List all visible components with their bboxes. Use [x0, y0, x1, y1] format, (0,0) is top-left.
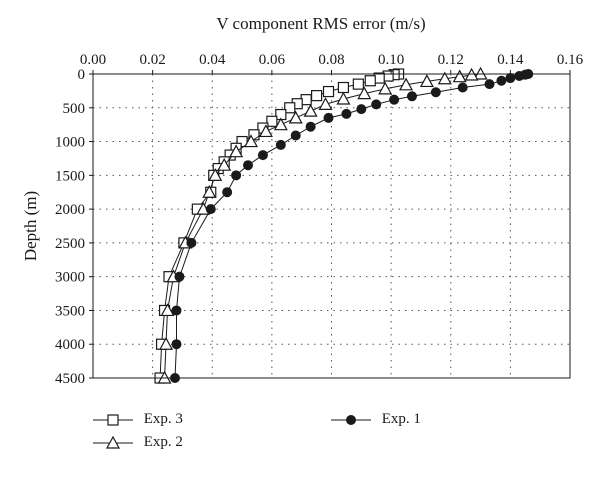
data-point — [202, 184, 217, 198]
data-point — [222, 187, 233, 198]
data-point — [406, 91, 417, 102]
data-point — [258, 124, 273, 138]
data-point — [357, 86, 372, 100]
data-point — [337, 81, 350, 94]
y-tick-label: 1000 — [55, 135, 85, 151]
triangle-marker-icon — [93, 435, 133, 449]
x-tick-label: 0.06 — [259, 52, 286, 68]
data-point — [171, 305, 182, 316]
data-point — [174, 271, 185, 282]
x-tick-label: 0.12 — [438, 52, 464, 68]
data-point — [419, 74, 434, 88]
data-point — [275, 139, 286, 150]
data-point — [457, 82, 468, 93]
data-point — [514, 71, 525, 82]
data-point — [257, 150, 268, 161]
series-exp-2 — [157, 66, 488, 384]
chart: 0.00 0.02 0.04 0.06 0.08 0.10 0.12 0.14 0.16 0 500… — [21, 14, 584, 387]
data-point — [310, 90, 323, 102]
data-point — [399, 77, 414, 91]
y-tick-label: 500 — [63, 101, 86, 117]
data-point — [356, 104, 367, 115]
data-point — [496, 75, 507, 86]
x-tick-label: 0.04 — [199, 52, 226, 68]
data-point — [323, 112, 334, 123]
y-tick-label: 0 — [78, 67, 86, 83]
x-tick-label: 0.14 — [497, 52, 524, 68]
data-point — [389, 94, 400, 105]
ticks: 0.00 0.02 0.04 0.06 0.08 0.10 0.12 0.14 0.16 0 500… — [55, 52, 584, 387]
data-point — [186, 237, 197, 248]
y-tick-label: 4000 — [55, 337, 85, 353]
legend-label: Exp. 1 — [381, 411, 421, 427]
data-point — [208, 168, 223, 181]
y-tick-label: 3500 — [55, 303, 85, 319]
data-point — [273, 117, 288, 131]
x-tick-label: 0.16 — [557, 52, 584, 68]
y-tick-label: 1500 — [55, 168, 85, 184]
data-point — [231, 170, 242, 181]
data-point — [243, 134, 259, 148]
legend-label: Exp. 2 — [143, 434, 183, 450]
y-tick-label: 3000 — [55, 270, 85, 286]
data-point — [217, 157, 232, 171]
data-point — [305, 121, 316, 132]
legend-item-exp-3: Exp. 3 — [92, 411, 183, 428]
data-point — [160, 303, 175, 317]
data-point — [430, 87, 441, 98]
x-tick-label: 0.00 — [80, 52, 106, 68]
data-point — [322, 85, 335, 98]
legend-item-exp-1: Exp. 1 — [330, 411, 421, 428]
square-marker-icon — [93, 413, 133, 426]
data-point — [318, 97, 333, 111]
x-tick-label: 0.08 — [318, 52, 344, 68]
data-point — [352, 78, 364, 90]
series-exp-1 — [169, 69, 534, 383]
data-point — [159, 336, 174, 350]
data-point — [437, 71, 452, 85]
data-point — [266, 115, 278, 127]
data-point — [229, 144, 244, 158]
legend-item-exp-2: Exp. 2 — [92, 434, 183, 451]
data-point — [243, 160, 254, 171]
data-point — [452, 69, 467, 83]
series-exp-3 — [154, 68, 405, 384]
data-point — [484, 79, 495, 90]
x-tick-label: 0.02 — [140, 52, 166, 68]
y-axis-title: Depth (m) — [21, 191, 40, 261]
series-line — [174, 73, 529, 379]
data-point — [505, 73, 516, 84]
series-layer — [154, 66, 534, 384]
y-tick-label: 2000 — [55, 202, 85, 218]
x-axis-title: V component RMS error (m/s) — [216, 14, 425, 33]
data-point — [336, 91, 351, 105]
x-tick-label: 0.10 — [378, 52, 404, 68]
data-point — [171, 339, 182, 350]
data-point — [303, 103, 318, 117]
data-point — [464, 67, 479, 81]
data-point — [341, 108, 352, 119]
data-point — [288, 110, 303, 124]
data-point — [364, 75, 376, 87]
legend-label: Exp. 3 — [143, 411, 183, 427]
data-point — [378, 81, 393, 95]
y-tick-label: 4500 — [55, 371, 85, 387]
data-point — [371, 99, 382, 110]
data-point — [205, 204, 216, 215]
y-tick-label: 2500 — [55, 236, 85, 252]
data-point — [284, 102, 296, 114]
circle-marker-icon — [331, 414, 371, 425]
data-point — [290, 130, 301, 141]
